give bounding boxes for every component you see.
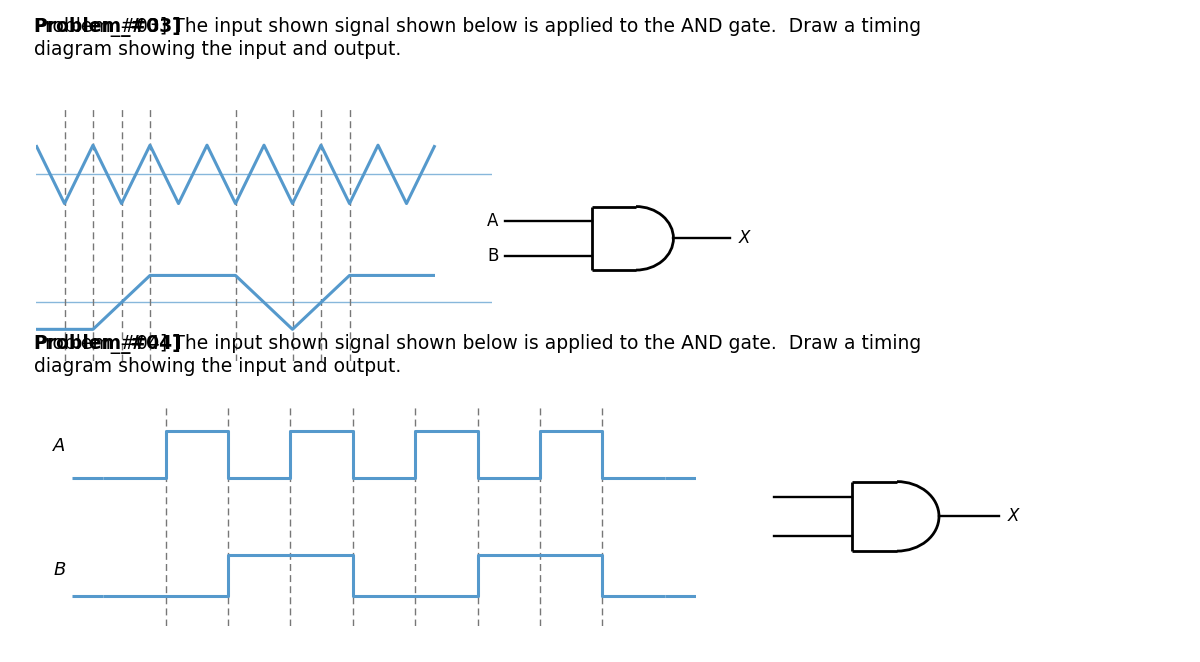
Text: Problem_#03]: Problem_#03] bbox=[34, 17, 181, 36]
Text: Problem_#04] The input shown signal shown below is applied to the AND gate.  Dra: Problem_#04] The input shown signal show… bbox=[34, 334, 920, 376]
Text: A: A bbox=[487, 212, 499, 230]
Text: X: X bbox=[1008, 507, 1019, 526]
Text: B: B bbox=[53, 561, 66, 579]
Text: Problem_#03] The input shown signal shown below is applied to the AND gate.  Dra: Problem_#03] The input shown signal show… bbox=[34, 17, 920, 58]
Text: A: A bbox=[53, 437, 66, 455]
Text: B: B bbox=[487, 247, 499, 265]
Text: X: X bbox=[739, 229, 750, 248]
Text: Problem_#04]: Problem_#04] bbox=[34, 334, 181, 354]
